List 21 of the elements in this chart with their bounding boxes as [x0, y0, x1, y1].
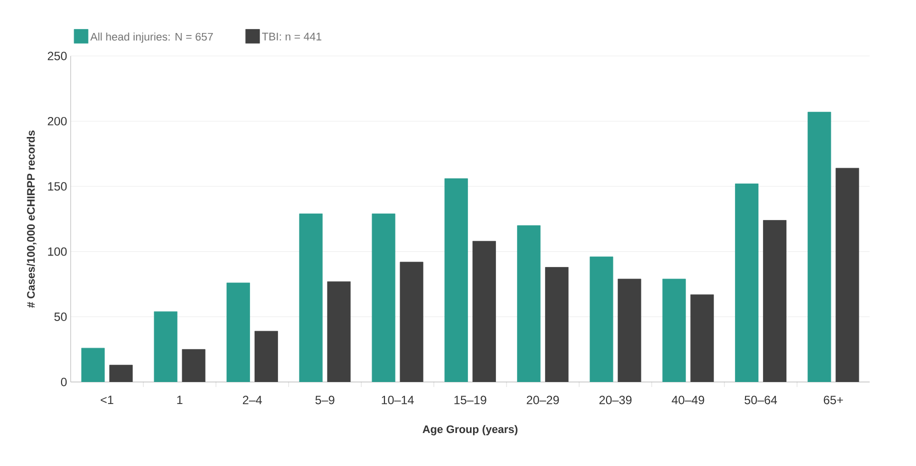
x-tick-label: 20–39 — [599, 396, 632, 404]
legend-label: All head injuries: N = 657 — [90, 32, 213, 43]
x-tick-label: 15–19 — [454, 396, 486, 404]
x-tick-label: 2–4 — [242, 396, 262, 404]
x-tick-label: 10–14 — [382, 396, 414, 404]
x-tick-label: 50–64 — [744, 396, 777, 404]
x-tick-label: <1 — [100, 396, 114, 404]
x-tick-label: 20–29 — [526, 396, 559, 404]
legend-label: TBI: n = 441 — [262, 32, 322, 40]
x-tick-label: 65+ — [824, 396, 843, 404]
x-axis-title: Age Group (years) — [422, 425, 518, 436]
x-tick-label: 5–9 — [315, 396, 334, 404]
y-tick-label: 200 — [48, 116, 67, 126]
y-tick-label: 0 — [60, 378, 67, 386]
y-tick-label: 150 — [48, 182, 67, 191]
y-tick-label: 50 — [54, 312, 67, 322]
y-tick-label: 250 — [48, 52, 67, 60]
x-tick-label: 1 — [177, 396, 182, 404]
y-axis-title: # Cases/100,000 eCHIRPP records — [26, 130, 36, 308]
x-tick-label: 40–49 — [672, 396, 704, 404]
y-tick-label: 100 — [48, 247, 67, 256]
